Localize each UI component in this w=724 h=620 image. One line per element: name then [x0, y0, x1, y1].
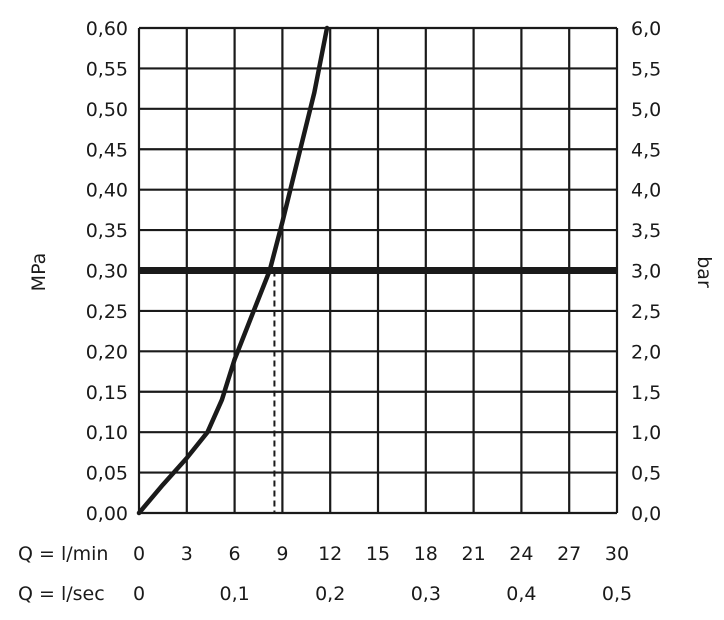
y-tick-label-right: 0,5	[631, 463, 661, 485]
series-line	[136, 25, 330, 516]
y-tick-label-left: 0,50	[86, 99, 128, 121]
x-tick-label-lmin: 27	[557, 543, 581, 565]
y-tick-label-left: 0,25	[86, 301, 128, 323]
x-tick-label-lmin: 30	[605, 543, 629, 565]
y-tick-label-left: 0,30	[86, 261, 128, 283]
y-tick-label-right: 5,0	[631, 99, 661, 121]
x-tick-label-lsec: 0	[133, 583, 145, 605]
x-tick-label-lmin: 6	[229, 543, 241, 565]
y-tick-label-left: 0,45	[86, 139, 128, 161]
x-tick-label-lsec: 0,5	[602, 583, 632, 605]
y-tick-label-left: 0,10	[86, 422, 128, 444]
x-tick-label-lmin: 12	[318, 543, 342, 565]
y-tick-label-left: 0,40	[86, 180, 128, 202]
series	[136, 25, 330, 516]
y-tick-label-right: 3,0	[631, 261, 661, 283]
y-tick-label-right: 1,5	[631, 382, 661, 404]
x-tick-label-lmin: 9	[276, 543, 288, 565]
y-tick-label-left: 0,00	[86, 503, 128, 525]
x-tick-label-lsec: 0,4	[506, 583, 536, 605]
y-tick-label-right: 5,5	[631, 58, 661, 80]
x-tick-label-lmin: 3	[181, 543, 193, 565]
y-tick-label-right: 6,0	[631, 18, 661, 40]
y-axis-right-title: bar	[693, 256, 715, 288]
y-tick-label-right: 4,5	[631, 139, 661, 161]
y-tick-label-left: 0,55	[86, 58, 128, 80]
y-tick-label-right: 1,0	[631, 422, 661, 444]
x-tick-label-lmin: 24	[509, 543, 533, 565]
y-tick-label-left: 0,05	[86, 463, 128, 485]
x-axis-lsec-title: Q = l/sec	[18, 583, 105, 605]
y-tick-label-right: 0,0	[631, 503, 661, 525]
y-axis-left-title: MPa	[28, 253, 50, 292]
y-tick-label-right: 4,0	[631, 180, 661, 202]
y-tick-label-right: 2,0	[631, 341, 661, 363]
x-tick-label-lmin: 15	[366, 543, 390, 565]
x-tick-label-lmin: 21	[462, 543, 486, 565]
y-tick-label-left: 0,20	[86, 341, 128, 363]
y-tick-label-right: 2,5	[631, 301, 661, 323]
y-tick-label-left: 0,60	[86, 18, 128, 40]
x-tick-label-lmin: 0	[133, 543, 145, 565]
reference-lines	[139, 267, 617, 513]
x-tick-label-lmin: 18	[414, 543, 438, 565]
y-tick-label-left: 0,35	[86, 220, 128, 242]
x-axis-lmin-title: Q = l/min	[18, 543, 108, 565]
x-tick-label-lsec: 0,2	[315, 583, 345, 605]
x-tick-label-lsec: 0,3	[411, 583, 441, 605]
y-tick-label-right: 3,5	[631, 220, 661, 242]
y-tick-label-left: 0,15	[86, 382, 128, 404]
x-tick-label-lsec: 0,1	[219, 583, 249, 605]
tick-labels: 0 3 6 9 12 15 18 21 24 27 300,00 0,00,05 0,50,10 1,00…	[86, 18, 662, 605]
